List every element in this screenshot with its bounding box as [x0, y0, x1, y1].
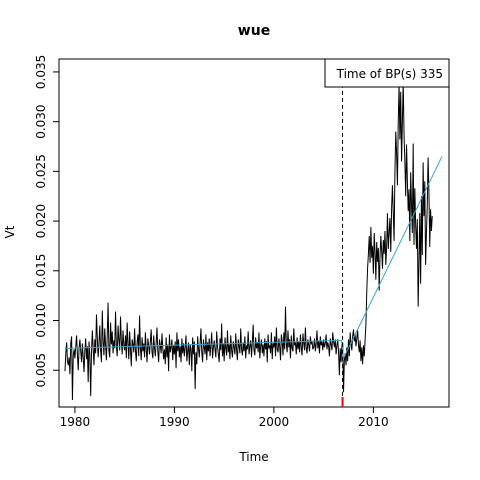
plot-area: [64, 69, 443, 407]
y-tick-label: 0.005: [34, 353, 48, 387]
series-line-observed: [64, 81, 433, 401]
legend: Time of BP(s) 335: [324, 58, 450, 88]
legend-text: Time of BP(s) 335: [336, 67, 443, 81]
chart-title: wue: [238, 23, 270, 39]
y-tick-label: 0.010: [34, 303, 48, 337]
axes: 1980 1990 2000 2010 0.005 0.010 0.015 0.020 0.02…: [34, 55, 450, 429]
x-tick-label: 1990: [159, 415, 190, 429]
x-tick-label: 2000: [259, 415, 290, 429]
y-tick-label: 0.035: [34, 55, 48, 89]
y-tick-label: 0.015: [34, 254, 48, 288]
legend-box: [324, 58, 450, 88]
x-tick-label: 1980: [60, 415, 91, 429]
y-tick-label: 0.020: [34, 204, 48, 238]
y-axis-label: Vt: [3, 225, 17, 238]
x-axis-label: Time: [238, 450, 268, 464]
x-tick-label: 2010: [358, 415, 389, 429]
y-tick-label: 0.025: [34, 154, 48, 188]
y-tick-label: 0.030: [34, 104, 48, 138]
series-line-trend: [64, 156, 443, 361]
